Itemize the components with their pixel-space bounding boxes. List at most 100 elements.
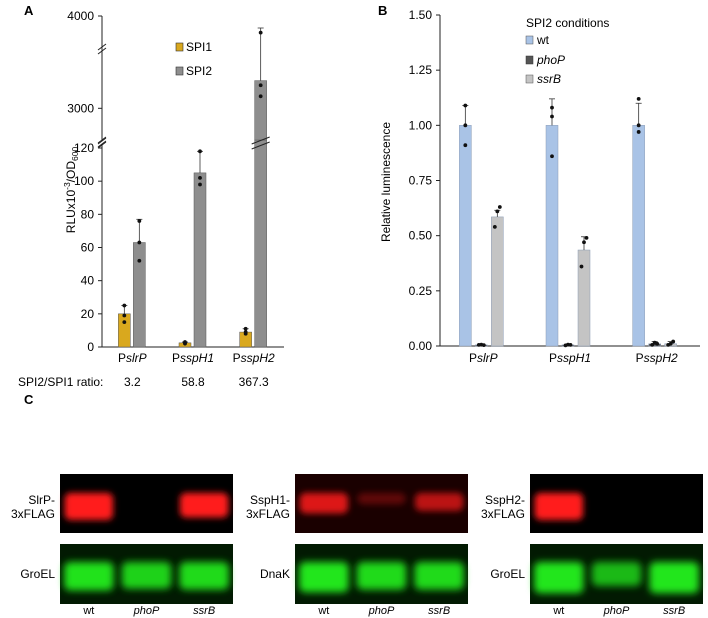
y-tick-label: 0.00 xyxy=(409,339,433,353)
blot-band-phoP xyxy=(357,492,406,505)
data-point xyxy=(671,339,676,344)
panel-label-a: A xyxy=(24,3,34,18)
y-tick-label: 80 xyxy=(81,207,95,221)
blot-1: wt phoP ssrB SlrP-3xFLAG GroEL xyxy=(11,474,233,617)
lane-label-ssrB: ssrB xyxy=(193,605,215,617)
data-point xyxy=(492,224,497,229)
blot-3: wt phoP ssrB SspH2-3xFLAG GroEL xyxy=(481,474,703,617)
panel-label-c: C xyxy=(24,392,34,407)
y-tick-label: 3000 xyxy=(67,101,94,115)
chart-b-tick-labels: 0.00 0.25 0.50 0.75 1.00 1.25 1.50 xyxy=(409,8,433,353)
chart-b-legend: SPI2 conditions wt phoP ssrB xyxy=(525,16,609,86)
category-label-prefix: P xyxy=(172,351,180,365)
y-tick-label: 60 xyxy=(81,241,95,255)
protein-label-line: 3xFLAG xyxy=(246,507,290,521)
axis-break-mark xyxy=(97,140,107,148)
loading-band-phoP xyxy=(121,562,172,589)
protein-label-line: SlrP- xyxy=(28,493,55,507)
bar-spi2 xyxy=(133,242,146,348)
data-point xyxy=(137,219,142,223)
category-label-name: sspH2 xyxy=(644,351,678,365)
data-point xyxy=(636,123,641,128)
blot-2: wt phoP ssrB SspH1-3xFLAG DnaK xyxy=(246,474,468,617)
axis-break-mark xyxy=(97,137,107,145)
y-tick-label: 1.50 xyxy=(409,8,433,22)
loading-band-wt xyxy=(299,562,349,593)
y-tick-label: 0.25 xyxy=(409,284,433,298)
bar-spi2-upper xyxy=(254,80,267,141)
loading-band-ssrB xyxy=(414,562,464,590)
category-label-prefix: P xyxy=(118,351,126,365)
data-point xyxy=(668,341,673,346)
blot-band-wt xyxy=(299,492,349,514)
protein-label-line: SspH1- xyxy=(250,493,290,507)
data-point xyxy=(584,235,589,240)
data-point xyxy=(568,342,573,347)
ratio-label: SPI2/SPI1 ratio: xyxy=(18,375,103,389)
chart-b-points xyxy=(463,96,676,348)
category-label-name: sspH1 xyxy=(557,351,591,365)
data-point xyxy=(550,114,554,119)
data-point xyxy=(122,320,127,325)
axis-break-mark xyxy=(97,47,107,55)
data-point xyxy=(258,94,263,99)
ratio-values: 3.2 58.8 367.3 xyxy=(124,375,269,389)
data-point xyxy=(122,303,127,308)
loading-band-ssrB xyxy=(649,562,699,594)
data-point xyxy=(582,240,586,245)
category-label: PslrP xyxy=(469,351,498,365)
data-point xyxy=(636,96,641,101)
lane-label-phoP: phoP xyxy=(603,605,630,617)
y-tick-label: 20 xyxy=(81,307,95,321)
bar-wt xyxy=(632,125,645,347)
y-tick-label: 1.25 xyxy=(409,63,433,77)
axis-break-mark xyxy=(97,43,107,51)
data-point xyxy=(198,182,202,187)
bar-spi2-lower xyxy=(254,139,267,348)
data-point xyxy=(497,205,502,209)
data-point xyxy=(198,149,202,154)
data-point xyxy=(463,123,468,128)
legend-label-phop: phoP xyxy=(536,53,565,67)
lane-label-wt: wt xyxy=(317,605,329,617)
data-point xyxy=(198,175,202,180)
protein-label-line: SspH2- xyxy=(485,493,525,507)
blot-band-ssrB xyxy=(179,492,229,518)
y-tick-label: 40 xyxy=(81,274,95,288)
loading-band-ssrB xyxy=(179,562,229,590)
legend-label-ssrb: ssrB xyxy=(537,72,561,86)
loading-band-wt xyxy=(64,562,114,591)
data-point xyxy=(137,240,142,245)
bar-wt xyxy=(459,125,472,347)
lane-label-phoP: phoP xyxy=(368,605,395,617)
axis-break-mark xyxy=(97,141,107,149)
data-point xyxy=(243,326,248,331)
protein-label-line: 3xFLAG xyxy=(481,507,525,521)
data-point xyxy=(495,209,500,214)
ratio-value: 58.8 xyxy=(181,375,205,389)
data-point xyxy=(258,30,263,35)
data-point xyxy=(636,130,641,134)
ratio-value: 367.3 xyxy=(239,375,269,389)
loading-control-label: DnaK xyxy=(260,567,290,581)
legend-swatch-ssrb xyxy=(525,74,534,84)
chart-b-category-labels: PslrP PsspH1 PsspH2 xyxy=(469,351,678,365)
category-label: PsspH2 xyxy=(233,351,275,365)
data-point xyxy=(463,103,468,108)
axis-break-mark xyxy=(97,136,107,144)
data-point xyxy=(550,154,554,159)
legend-label-spi1: SPI1 xyxy=(186,40,212,54)
chart-a-y-axis-label: RLUx10-3/OD600 xyxy=(62,147,80,234)
bar-break-mark xyxy=(251,141,270,150)
legend-swatch-phop xyxy=(525,55,534,65)
chart-a-points xyxy=(122,30,263,346)
legend-label-spi2: SPI2 xyxy=(186,64,212,78)
loading-band-wt xyxy=(534,562,584,594)
category-label-prefix: P xyxy=(233,351,241,365)
data-point xyxy=(258,83,263,88)
category-label-prefix: P xyxy=(469,351,477,365)
y-tick-label: 4000 xyxy=(67,9,94,23)
bar-ssrb xyxy=(491,216,504,347)
y-tick-label: 1.00 xyxy=(409,118,433,132)
